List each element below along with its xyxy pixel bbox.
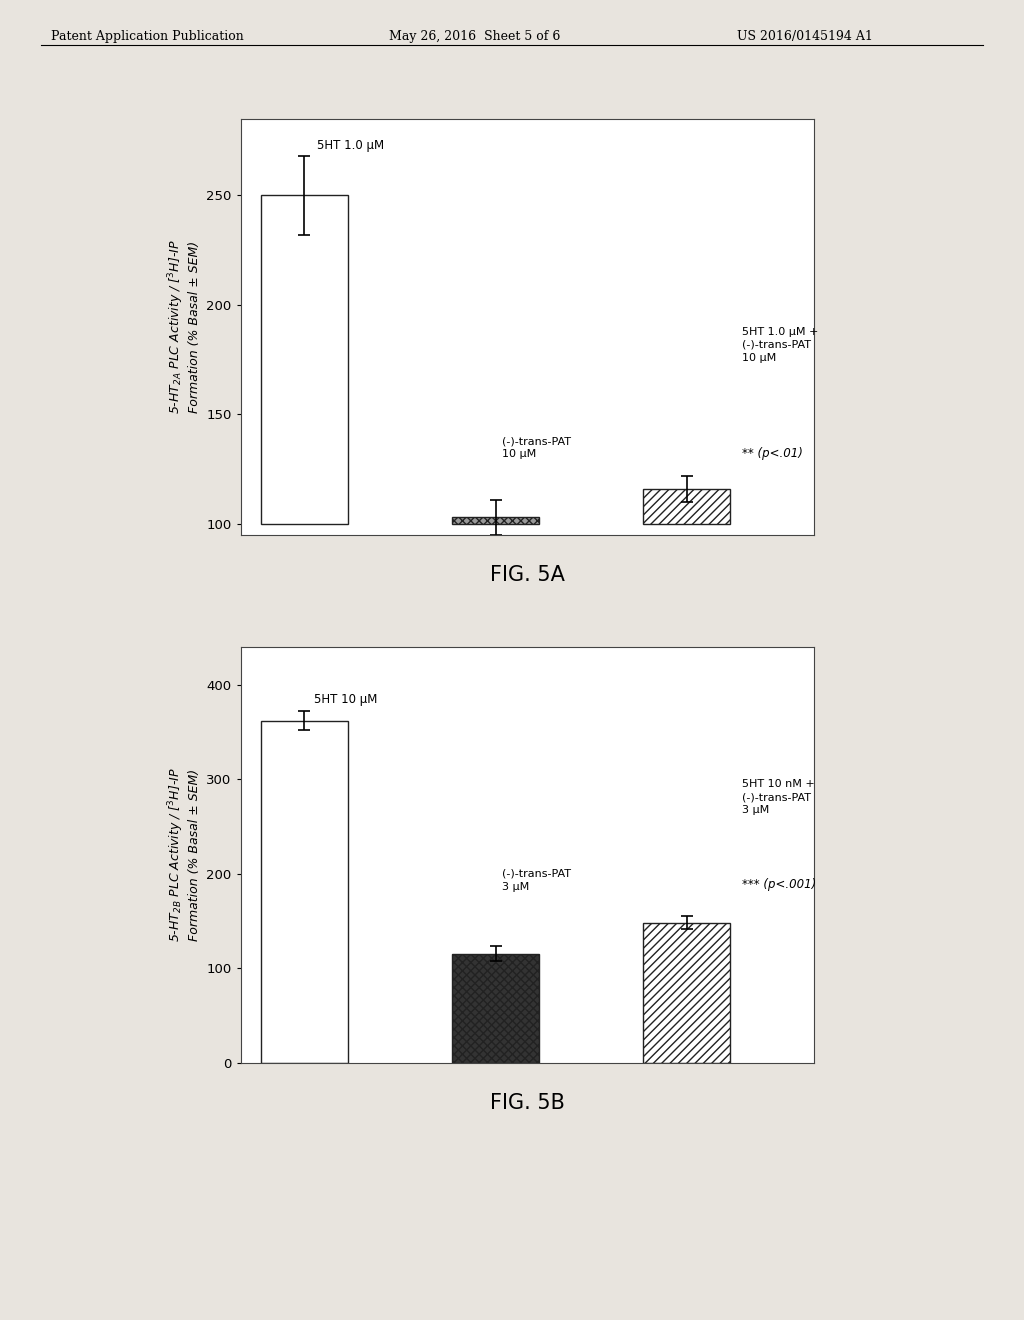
Text: Patent Application Publication: Patent Application Publication	[51, 30, 244, 44]
Y-axis label: 5-HT$_{\mathregular{2A}}$ PLC Activity / [$^3$H]-IP
Formation (% Basal ± SEM): 5-HT$_{\mathregular{2A}}$ PLC Activity /…	[166, 239, 201, 414]
Text: (-)-trans-PAT
10 μM: (-)-trans-PAT 10 μM	[502, 436, 570, 459]
Text: *** (p<.001): *** (p<.001)	[742, 878, 817, 891]
Bar	[452, 517, 540, 524]
Bar	[260, 721, 348, 1063]
Y-axis label: 5-HT$_{\mathregular{2B}}$ PLC Activity / [$^3$H]-IP
Formation (% Basal ± SEM): 5-HT$_{\mathregular{2B}}$ PLC Activity /…	[166, 767, 201, 942]
Text: May 26, 2016  Sheet 5 of 6: May 26, 2016 Sheet 5 of 6	[389, 30, 560, 44]
Text: 5HT 10 μM: 5HT 10 μM	[314, 693, 377, 706]
Bar	[643, 488, 730, 524]
Bar	[643, 923, 730, 1063]
Text: FIG. 5B: FIG. 5B	[489, 1093, 565, 1113]
Text: US 2016/0145194 A1: US 2016/0145194 A1	[737, 30, 873, 44]
Text: 5HT 1.0 μM: 5HT 1.0 μM	[317, 139, 384, 152]
Text: FIG. 5A: FIG. 5A	[489, 565, 565, 585]
Text: 5HT 1.0 μM +
(-)-trans-PAT
10 μM: 5HT 1.0 μM + (-)-trans-PAT 10 μM	[742, 327, 819, 363]
Bar	[452, 954, 540, 1063]
Text: ** (p<.01): ** (p<.01)	[742, 447, 803, 461]
Bar	[260, 195, 348, 524]
Text: (-)-trans-PAT
3 μM: (-)-trans-PAT 3 μM	[502, 869, 570, 892]
Text: 5HT 10 nM +
(-)-trans-PAT
3 μM: 5HT 10 nM + (-)-trans-PAT 3 μM	[742, 779, 815, 816]
